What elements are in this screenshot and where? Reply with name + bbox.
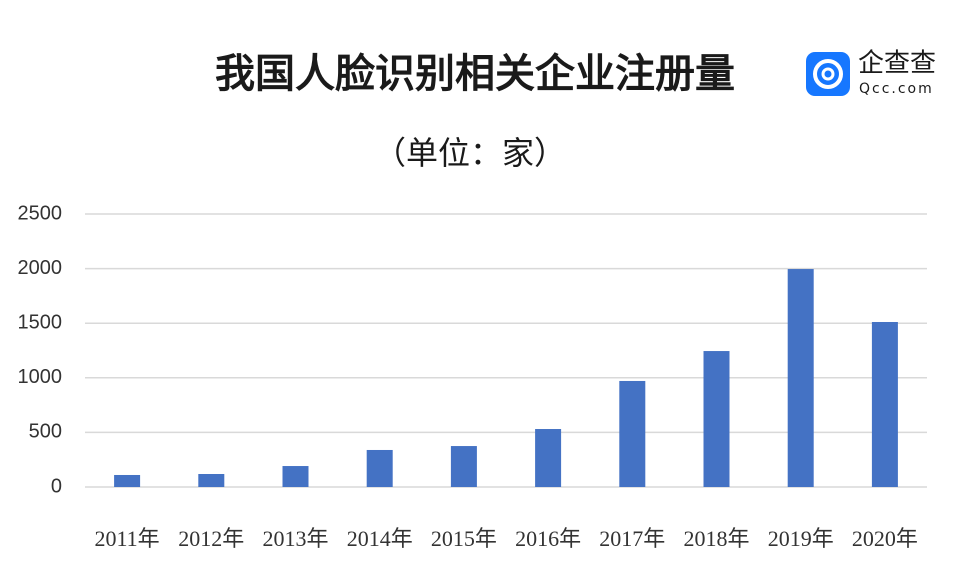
- x-tick-label: 2013年: [262, 526, 328, 551]
- x-tick-label: 2020年: [852, 526, 918, 551]
- bar: [282, 466, 309, 487]
- y-tick-label: 1500: [18, 311, 63, 333]
- x-tick-label: 2012年: [178, 526, 244, 551]
- y-tick-label: 2000: [18, 257, 63, 279]
- x-tick-label: 2017年: [599, 526, 665, 551]
- bar: [535, 429, 562, 487]
- bar: [703, 351, 730, 487]
- bar: [450, 446, 477, 487]
- x-tick-label: 2015年: [431, 526, 497, 551]
- y-tick-label: 2500: [18, 202, 63, 224]
- brand-name: 企查查: [858, 49, 936, 79]
- bar: [114, 474, 141, 487]
- y-tick-label: 500: [29, 421, 62, 443]
- bar: [787, 269, 814, 487]
- x-tick-label: 2016年: [515, 526, 581, 551]
- bar: [871, 321, 898, 487]
- x-tick-label: 2018年: [683, 526, 749, 551]
- bar: [366, 449, 393, 487]
- y-tick-label: 1000: [18, 366, 63, 388]
- logo-icon: [806, 52, 850, 96]
- logo-dot: [821, 67, 835, 81]
- logo-ring: [813, 59, 843, 89]
- x-tick-label: 2019年: [768, 526, 834, 551]
- bar: [619, 380, 646, 487]
- brand-domain: Qcc.com: [859, 81, 934, 97]
- chart-subtitle: （单位：家）: [374, 134, 566, 172]
- y-tick-label: 0: [51, 475, 62, 497]
- x-tick-label: 2011年: [95, 526, 160, 551]
- chart-title: 我国人脸识别相关企业注册量: [215, 51, 735, 97]
- bar: [198, 474, 225, 487]
- x-tick-label: 2014年: [347, 526, 413, 551]
- brand-logo: 企查查 Qcc.com: [806, 49, 936, 97]
